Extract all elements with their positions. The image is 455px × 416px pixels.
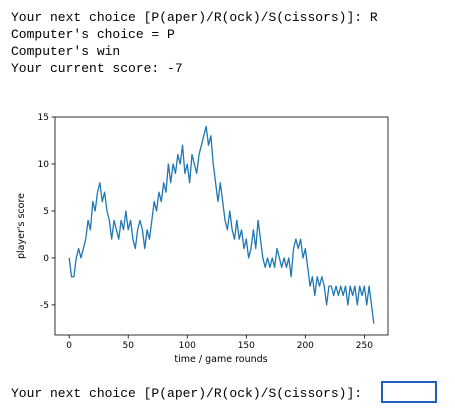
y-tick-label: 15	[38, 113, 49, 123]
y-tick-label: -5	[40, 301, 49, 311]
x-tick-label: 50	[122, 341, 134, 351]
console-line: Computer's choice = P	[11, 27, 175, 42]
x-tick-label: 0	[66, 341, 72, 351]
text-input[interactable]	[381, 381, 437, 403]
y-tick-label: 0	[43, 254, 49, 264]
x-tick-label: 250	[356, 341, 373, 351]
y-axis-label: player's score	[16, 193, 27, 259]
y-tick-label: 10	[38, 160, 50, 170]
x-tick-label: 150	[238, 341, 255, 351]
console-line: Computer's win	[11, 44, 120, 59]
x-axis-label: time / game rounds	[174, 354, 267, 365]
plot-frame	[54, 116, 389, 336]
x-tick-label: 200	[297, 341, 314, 351]
x-tick-label: 100	[179, 341, 196, 351]
score-line	[68, 125, 375, 324]
prompt: Your next choice [P(aper)/R(ock)/S(cisso…	[11, 386, 370, 401]
y-tick-label: 5	[43, 207, 49, 217]
console-line: Your next choice [P(aper)/R(ock)/S(cisso…	[11, 10, 378, 25]
console-line: Your current score: -7	[11, 61, 183, 76]
